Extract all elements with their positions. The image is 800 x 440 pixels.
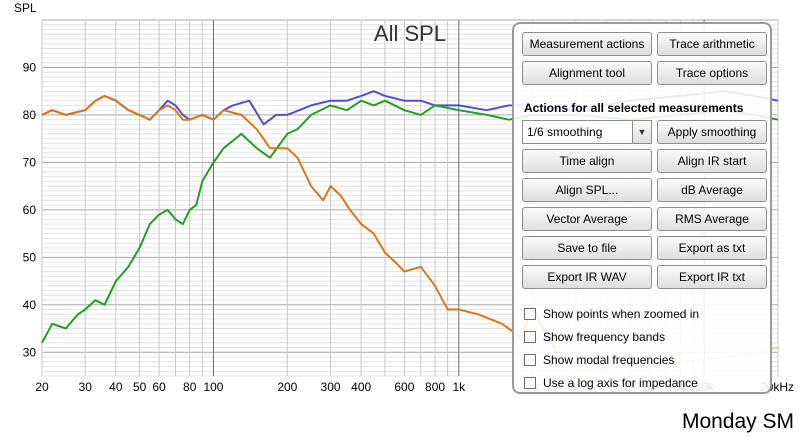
trace-options-button[interactable]: Trace options <box>657 61 767 85</box>
series-line-3 <box>41 94 558 353</box>
series-line-2 <box>41 99 779 344</box>
show-modal-checkbox[interactable] <box>524 354 536 366</box>
vector-average-button[interactable]: Vector Average <box>522 207 652 231</box>
y-tick-label: 30 <box>23 345 37 359</box>
log-axis-impedance-label: Use a log axis for impedance <box>543 376 698 390</box>
y-tick-label: 80 <box>23 108 37 122</box>
x-tick-label: 80 <box>183 380 197 394</box>
y-axis-label: SPL <box>14 1 37 15</box>
x-tick-label: 40 <box>109 380 123 394</box>
panel-heading: Actions for all selected measurements <box>524 101 744 115</box>
footer-label: Monday SM <box>682 410 794 433</box>
show-modal-checkbox-row[interactable]: Show modal frequencies <box>524 351 674 369</box>
smoothing-select[interactable]: 1/6 smoothing ▼ <box>522 120 652 144</box>
x-tick-label: 300 <box>321 380 341 394</box>
x-tick-label: 600 <box>394 380 414 394</box>
export-ir-wav-button[interactable]: Export IR WAV <box>522 265 652 289</box>
x-tick-label: 1k <box>452 380 466 394</box>
y-tick-label: 70 <box>23 155 37 169</box>
align-spl-button[interactable]: Align SPL... <box>522 178 652 202</box>
chart-title: All SPL <box>374 21 446 46</box>
y-tick-label: 50 <box>23 250 37 264</box>
trace-arithmetic-button[interactable]: Trace arithmetic <box>657 32 767 56</box>
time-align-button[interactable]: Time align <box>522 149 652 173</box>
db-average-button[interactable]: dB Average <box>657 178 767 202</box>
show-bands-checkbox-row[interactable]: Show frequency bands <box>524 328 665 346</box>
export-ir-txt-button[interactable]: Export IR txt <box>657 265 767 289</box>
show-points-label: Show points when zoomed in <box>543 307 700 321</box>
y-tick-labels: 30 40 50 60 70 80 90 <box>23 60 37 359</box>
rms-average-button[interactable]: RMS Average <box>657 207 767 231</box>
x-tick-label: 50 <box>133 380 147 394</box>
x-tick-label: 200 <box>277 380 297 394</box>
x-tick-label: 60 <box>152 380 166 394</box>
x-tick-label: 100 <box>203 380 223 394</box>
show-bands-checkbox[interactable] <box>524 331 536 343</box>
show-modal-label: Show modal frequencies <box>543 353 675 367</box>
smoothing-select-value: 1/6 smoothing <box>527 125 603 139</box>
save-to-file-button[interactable]: Save to file <box>522 236 652 260</box>
export-as-txt-button[interactable]: Export as txt <box>657 236 767 260</box>
x-tick-label: 20 <box>35 380 49 394</box>
y-tick-label: 60 <box>23 203 37 217</box>
alignment-tool-button[interactable]: Alignment tool <box>522 61 652 85</box>
y-tick-label: 90 <box>23 60 37 74</box>
show-bands-label: Show frequency bands <box>543 330 666 344</box>
x-tick-label: 400 <box>351 380 371 394</box>
align-ir-start-button[interactable]: Align IR start <box>657 149 767 173</box>
show-points-checkbox[interactable] <box>524 308 536 320</box>
log-axis-impedance-checkbox[interactable] <box>524 377 536 389</box>
apply-smoothing-button[interactable]: Apply smoothing <box>657 120 767 144</box>
measurement-actions-button[interactable]: Measurement actions <box>522 32 652 56</box>
x-tick-label: 800 <box>425 380 445 394</box>
y-tick-label: 40 <box>23 298 37 312</box>
log-axis-impedance-checkbox-row[interactable]: Use a log axis for impedance <box>524 374 698 392</box>
x-tick-label: 30 <box>79 380 93 394</box>
show-points-checkbox-row[interactable]: Show points when zoomed in <box>524 305 699 323</box>
chevron-down-icon[interactable]: ▼ <box>632 121 651 143</box>
actions-panel: Measurement actions Trace arithmetic Ali… <box>512 22 772 394</box>
